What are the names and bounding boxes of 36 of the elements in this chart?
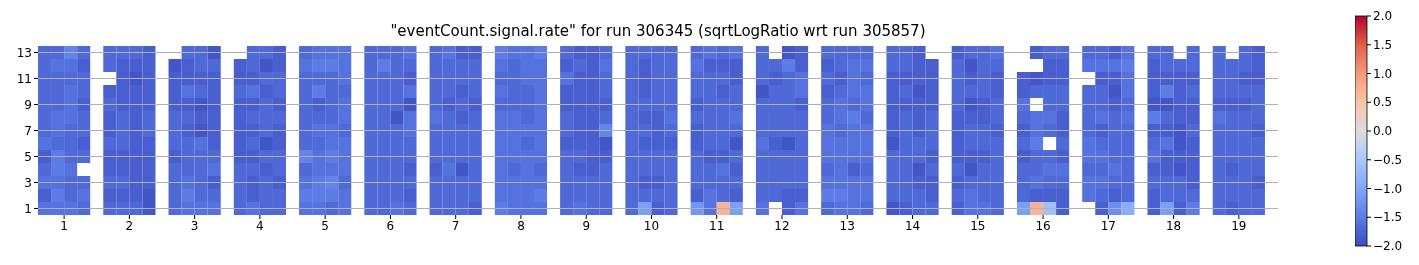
x-tick-label: 14: [904, 218, 921, 233]
y-tick-label: 9: [24, 97, 32, 112]
x-tick-label: 12: [774, 218, 790, 233]
color-bar-label: 1.0: [1373, 66, 1393, 81]
x-tick-label: 19: [1231, 218, 1247, 233]
x-tick-label: 13: [839, 218, 855, 233]
color-bar-label: 0.0: [1373, 124, 1393, 139]
y-tick-label: 13: [16, 45, 32, 60]
x-tick-label: 2: [125, 218, 134, 233]
x-tick-label: 9: [582, 218, 591, 233]
x-tick-label: 17: [1100, 218, 1116, 233]
x-tick-label: 18: [1165, 218, 1182, 233]
color-bar-label: −1.5: [1373, 210, 1403, 225]
color-bar-label: 1.5: [1373, 37, 1393, 52]
y-tick-label: 3: [24, 175, 32, 190]
x-tick-label: 11: [709, 218, 725, 233]
y-tick-label: 11: [16, 71, 32, 86]
x-tick-label: 5: [321, 218, 329, 233]
y-tick-label: 1: [24, 201, 32, 216]
color-bar-label: 2.0: [1373, 9, 1393, 24]
y-tick-label: 7: [24, 123, 32, 138]
x-tick-label: 4: [256, 218, 264, 233]
chart-title: "eventCount.signal.rate" for run 306345 (sqrtLogRatio wrt run 305857): [389, 22, 927, 40]
color-bar-label: −2.0: [1373, 239, 1403, 254]
x-tick-label: 15: [970, 218, 986, 233]
y-tick-label: 5: [24, 149, 32, 164]
x-tick-label: 8: [517, 218, 525, 233]
x-tick-label: 10: [643, 218, 660, 233]
color-bar-label: 0.5: [1373, 95, 1393, 110]
x-tick-label: 3: [190, 218, 199, 233]
x-tick-label: 7: [451, 218, 460, 233]
color-bar-label: −0.5: [1373, 152, 1403, 167]
x-tick-label: 6: [386, 218, 395, 233]
color-bar-label: −1.0: [1373, 181, 1403, 196]
x-tick-label: 16: [1035, 218, 1051, 233]
x-tick-label: 1: [60, 218, 68, 233]
